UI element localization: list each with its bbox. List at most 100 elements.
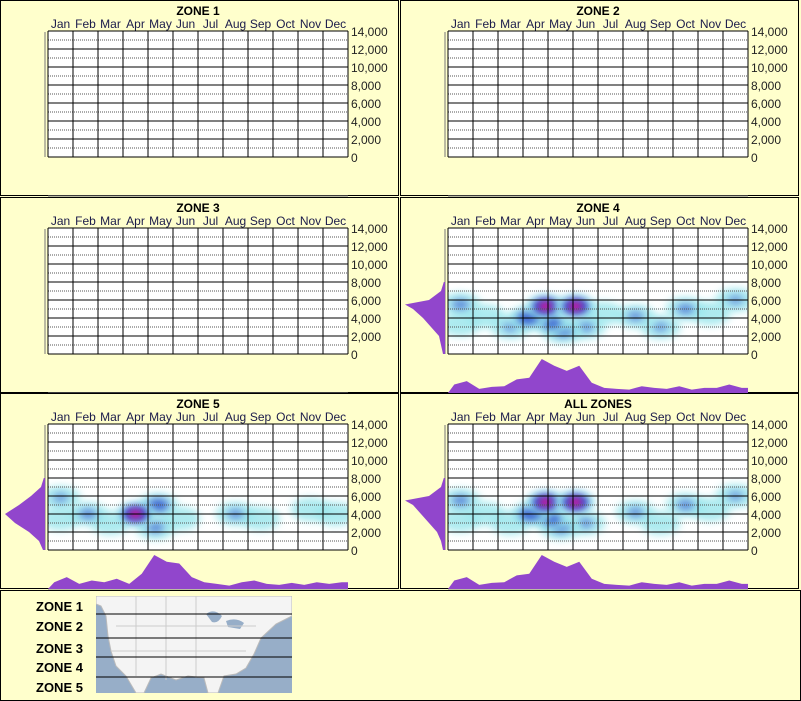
month-label: Jul (603, 410, 618, 424)
y-tick-label: 14,000 (351, 222, 388, 236)
heat-blob-core (677, 303, 694, 315)
zone-panel: ALL ZONES Jan Feb Mar Apr May Jun Jul Aug Sep Oct N… (400, 393, 799, 590)
altitude-profile (5, 478, 45, 550)
y-tick-label: 6,000 (751, 97, 781, 111)
heat-blob-core (577, 518, 594, 528)
month-label: Feb (75, 17, 96, 31)
y-tick-label: 8,000 (751, 79, 781, 93)
y-tick-label: 14,000 (751, 25, 788, 39)
month-label: Sep (250, 214, 272, 228)
y-tick-label: 4,000 (351, 312, 381, 326)
y-tick-label: 2,000 (751, 330, 781, 344)
legend-zone-1: ZONE 1 (36, 599, 83, 614)
month-label: Nov (300, 17, 321, 31)
month-label: Oct (676, 17, 695, 31)
month-label: Oct (676, 410, 695, 424)
month-label: Jan (451, 410, 470, 424)
month-label: Nov (300, 214, 321, 228)
y-tick-label: 0 (751, 151, 758, 165)
y-tick-label: 8,000 (351, 472, 381, 486)
y-tick-label: 8,000 (751, 472, 781, 486)
month-label: Sep (250, 410, 272, 424)
y-tick-label: 6,000 (351, 97, 381, 111)
chart-title: ZONE 4 (576, 201, 620, 215)
month-label: Mar (500, 17, 521, 31)
month-label: Apr (526, 17, 545, 31)
y-tick-label: 6,000 (351, 294, 381, 308)
y-tick-label: 14,000 (751, 222, 788, 236)
y-tick-label: 10,000 (751, 258, 788, 272)
legend-zone-2: ZONE 2 (36, 619, 83, 634)
month-label: Oct (276, 410, 295, 424)
month-label: Feb (475, 214, 496, 228)
y-tick-label: 2,000 (351, 133, 381, 147)
heat-blob-core (452, 495, 469, 506)
y-tick-label: 4,000 (751, 312, 781, 326)
month-label: Aug (225, 410, 246, 424)
month-label: Dec (725, 214, 746, 228)
y-tick-label: 0 (751, 544, 758, 558)
month-label: Jun (176, 214, 195, 228)
month-profile (448, 359, 748, 393)
month-label: May (149, 214, 172, 228)
month-label: Nov (700, 17, 721, 31)
altitude-profile (405, 478, 445, 550)
month-label: Aug (625, 17, 646, 31)
y-tick-label: 12,000 (751, 436, 788, 450)
month-profile (448, 555, 748, 589)
y-tick-label: 14,000 (351, 418, 388, 432)
y-tick-label: 0 (351, 544, 358, 558)
month-label: Jun (576, 410, 595, 424)
month-label: Sep (650, 214, 672, 228)
y-tick-label: 14,000 (351, 25, 388, 39)
y-tick-label: 12,000 (751, 43, 788, 57)
heat-blob-core (452, 299, 469, 310)
month-label: Jul (603, 214, 618, 228)
month-label: Mar (100, 214, 121, 228)
month-label: Jan (451, 17, 470, 31)
zone-map (96, 596, 292, 693)
y-tick-label: 12,000 (351, 240, 388, 254)
y-tick-label: 6,000 (351, 490, 381, 504)
chart-title: ZONE 1 (176, 4, 220, 18)
month-label: Jun (176, 17, 195, 31)
month-label: Dec (725, 17, 746, 31)
heat-blob-peak (538, 498, 553, 507)
heat-blob-core (627, 507, 644, 518)
y-tick-label: 10,000 (751, 61, 788, 75)
y-tick-label: 2,000 (751, 526, 781, 540)
y-tick-label: 12,000 (351, 436, 388, 450)
zone-panel: ZONE 2 Jan Feb Mar Apr May Jun Jul Aug Sep Oct Nov D… (400, 0, 799, 197)
month-label: Apr (526, 410, 545, 424)
month-label: Feb (475, 17, 496, 31)
y-tick-label: 2,000 (751, 133, 781, 147)
month-label: Feb (475, 410, 496, 424)
month-label: Jul (603, 17, 618, 31)
month-label: Mar (100, 410, 121, 424)
y-tick-label: 0 (751, 348, 758, 362)
month-label: Nov (700, 214, 721, 228)
heat-blob-core (53, 493, 68, 503)
month-label: Nov (300, 410, 321, 424)
month-label: May (549, 410, 572, 424)
y-tick-label: 4,000 (751, 115, 781, 129)
y-tick-label: 0 (351, 348, 358, 362)
y-tick-label: 10,000 (351, 454, 388, 468)
month-label: Apr (126, 410, 145, 424)
y-tick-label: 2,000 (351, 526, 381, 540)
month-label: Jan (51, 214, 70, 228)
heat-blob-peak (568, 302, 583, 311)
chart-title: ZONE 3 (176, 201, 220, 215)
heat-blob-core (677, 499, 694, 511)
month-label: Mar (500, 214, 521, 228)
month-label: Oct (276, 214, 295, 228)
month-label: Sep (650, 410, 672, 424)
y-tick-label: 10,000 (351, 61, 388, 75)
month-profile (48, 555, 348, 589)
month-label: Mar (100, 17, 121, 31)
month-label: Dec (325, 17, 346, 31)
y-tick-label: 8,000 (351, 79, 381, 93)
y-tick-label: 6,000 (751, 490, 781, 504)
zone-panel: ZONE 5 Jan Feb Mar Apr May Jun Jul Aug Sep Oct Nov D… (0, 393, 399, 590)
